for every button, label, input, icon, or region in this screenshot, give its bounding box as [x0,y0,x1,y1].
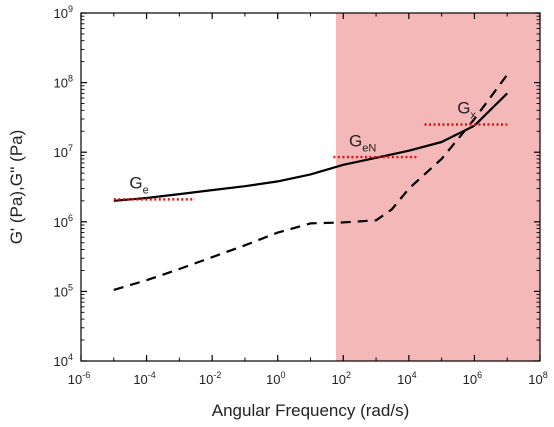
y-axis-title: G' (Pa),G'' (Pa) [7,130,26,245]
annotation-label: Ge [129,174,148,197]
annotation-label: Gx [457,98,476,121]
series-line-solid [113,92,508,202]
y-tick-label: 105 [54,282,73,299]
y-tick-label: 106 [54,213,73,230]
x-tick-label: 10-2 [199,370,221,387]
annotation-label: GeN [349,132,376,155]
y-tick-label: 107 [54,143,73,160]
x-tick-label: 10-6 [68,370,90,387]
annotations: Ge GeN Gx [129,98,476,196]
x-axis: 10-6 10-4 10-2 100 102 104 106 108 [68,13,548,387]
reference-lines [113,123,508,201]
y-tick-label: 109 [54,4,73,21]
shaded-region [336,13,540,361]
x-tick-label: 106 [463,370,482,387]
x-tick-label: 102 [332,370,351,387]
x-tick-label: 108 [528,370,547,387]
y-tick-label: 108 [54,74,73,91]
x-tick-label: 100 [266,370,285,387]
x-axis-title: Angular Frequency (rad/s) [212,401,409,420]
series-line-dashed [113,74,509,291]
y-tick-label: 104 [54,352,73,369]
x-tick-label: 104 [397,370,416,387]
y-axis: 104 105 106 107 108 109 [54,4,540,369]
series-layer [113,74,509,291]
x-tick-label: 10-4 [133,370,155,387]
